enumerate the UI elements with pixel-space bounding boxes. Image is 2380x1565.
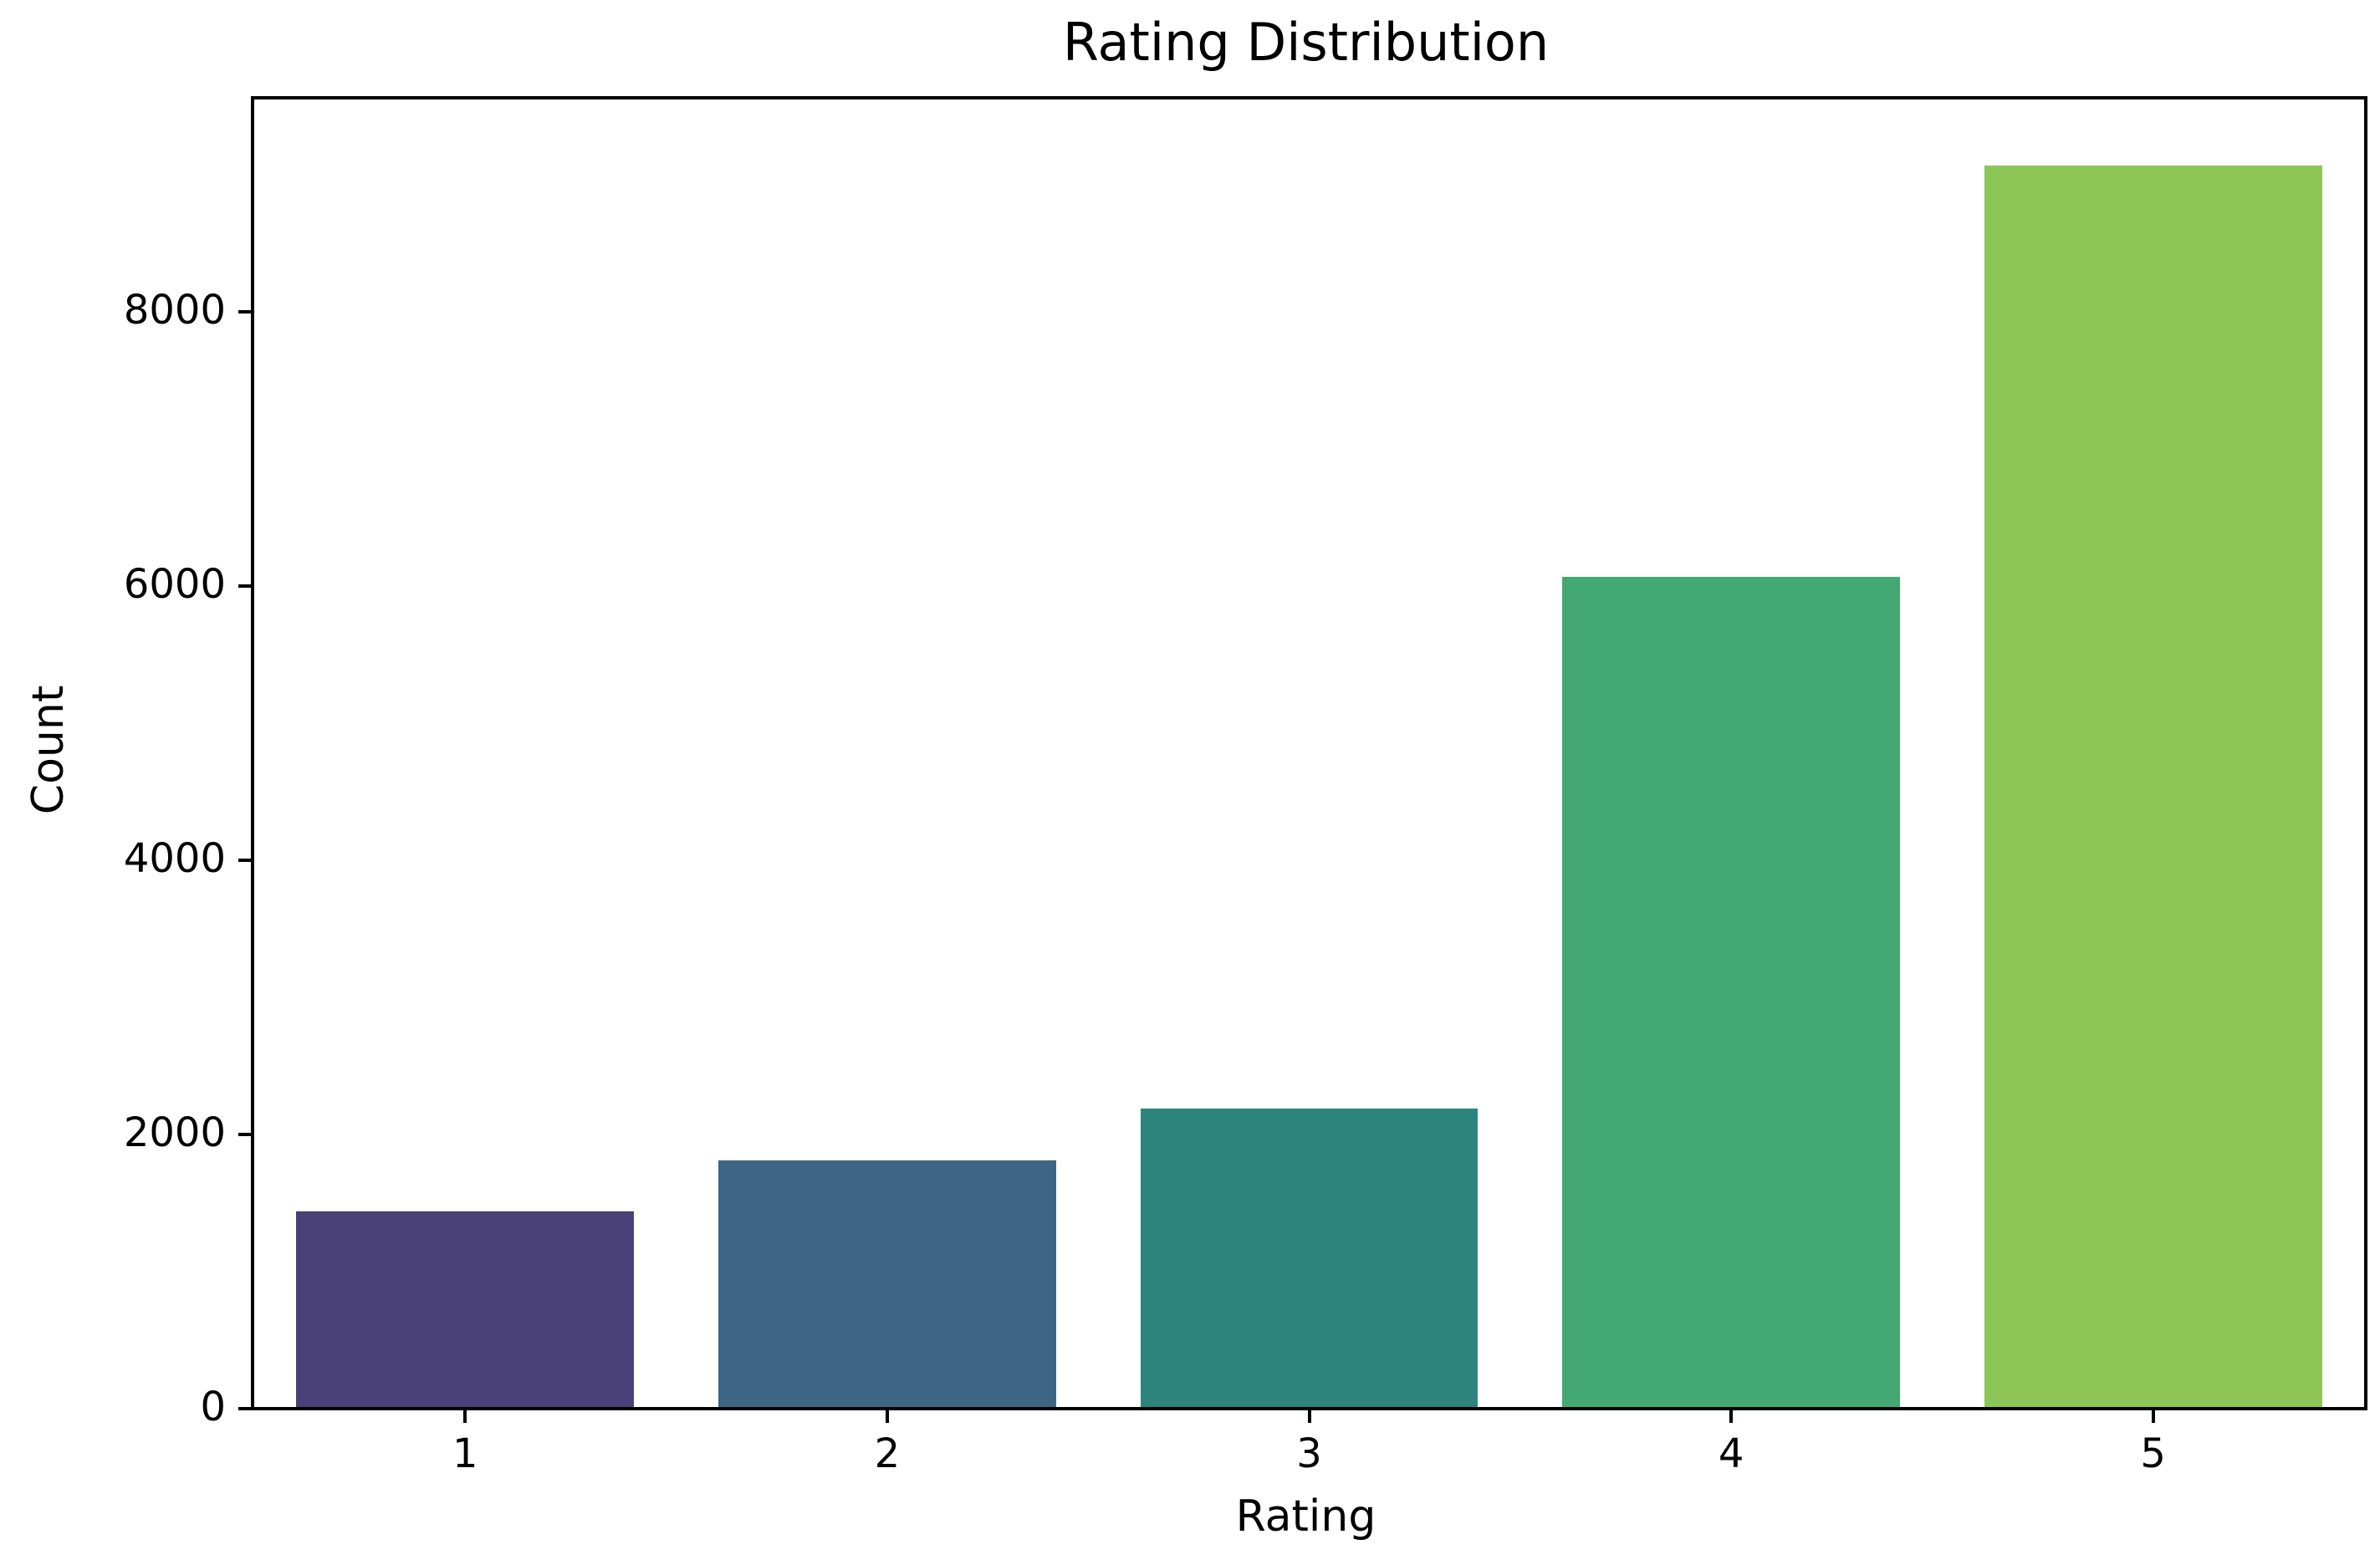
y-tick-mark-6000 — [238, 584, 253, 589]
y-tick-label-0: 0 — [200, 1384, 226, 1430]
x-tick-label-5: 5 — [2140, 1430, 2166, 1477]
y-tick-label-2000: 2000 — [123, 1109, 226, 1157]
x-tick-label-4: 4 — [1718, 1430, 1744, 1477]
x-tick-mark-5 — [2151, 1409, 2155, 1423]
bar-rating-4 — [1562, 576, 1900, 1407]
bar-rating-3 — [1140, 1108, 1479, 1407]
x-tick-label-1: 1 — [452, 1430, 478, 1477]
y-tick-mark-4000 — [238, 859, 253, 863]
y-tick-label-6000: 6000 — [123, 561, 226, 609]
y-axis-label: Count — [23, 685, 74, 815]
x-axis-label: Rating — [1235, 1491, 1376, 1542]
bar-rating-2 — [718, 1160, 1056, 1407]
plot-area: 0 2000 4000 6000 8000 1 2 3 4 5 — [124, 96, 2367, 1474]
x-tick-mark-3 — [1307, 1409, 1311, 1423]
x-tick-label-3: 3 — [1296, 1430, 1322, 1477]
y-tick-label-8000: 8000 — [123, 287, 226, 334]
y-tick-mark-2000 — [238, 1133, 253, 1137]
x-tick-mark-1 — [463, 1409, 467, 1423]
chart-title: Rating Distribution — [1062, 12, 1550, 73]
y-tick-mark-8000 — [238, 310, 253, 314]
x-tick-label-2: 2 — [874, 1430, 901, 1477]
x-tick-mark-2 — [885, 1409, 889, 1423]
x-tick-mark-4 — [1729, 1409, 1734, 1423]
bar-rating-5 — [1984, 165, 2322, 1407]
y-tick-mark-0 — [238, 1407, 253, 1410]
y-tick-label-4000: 4000 — [123, 835, 226, 883]
bar-rating-1 — [296, 1211, 635, 1407]
